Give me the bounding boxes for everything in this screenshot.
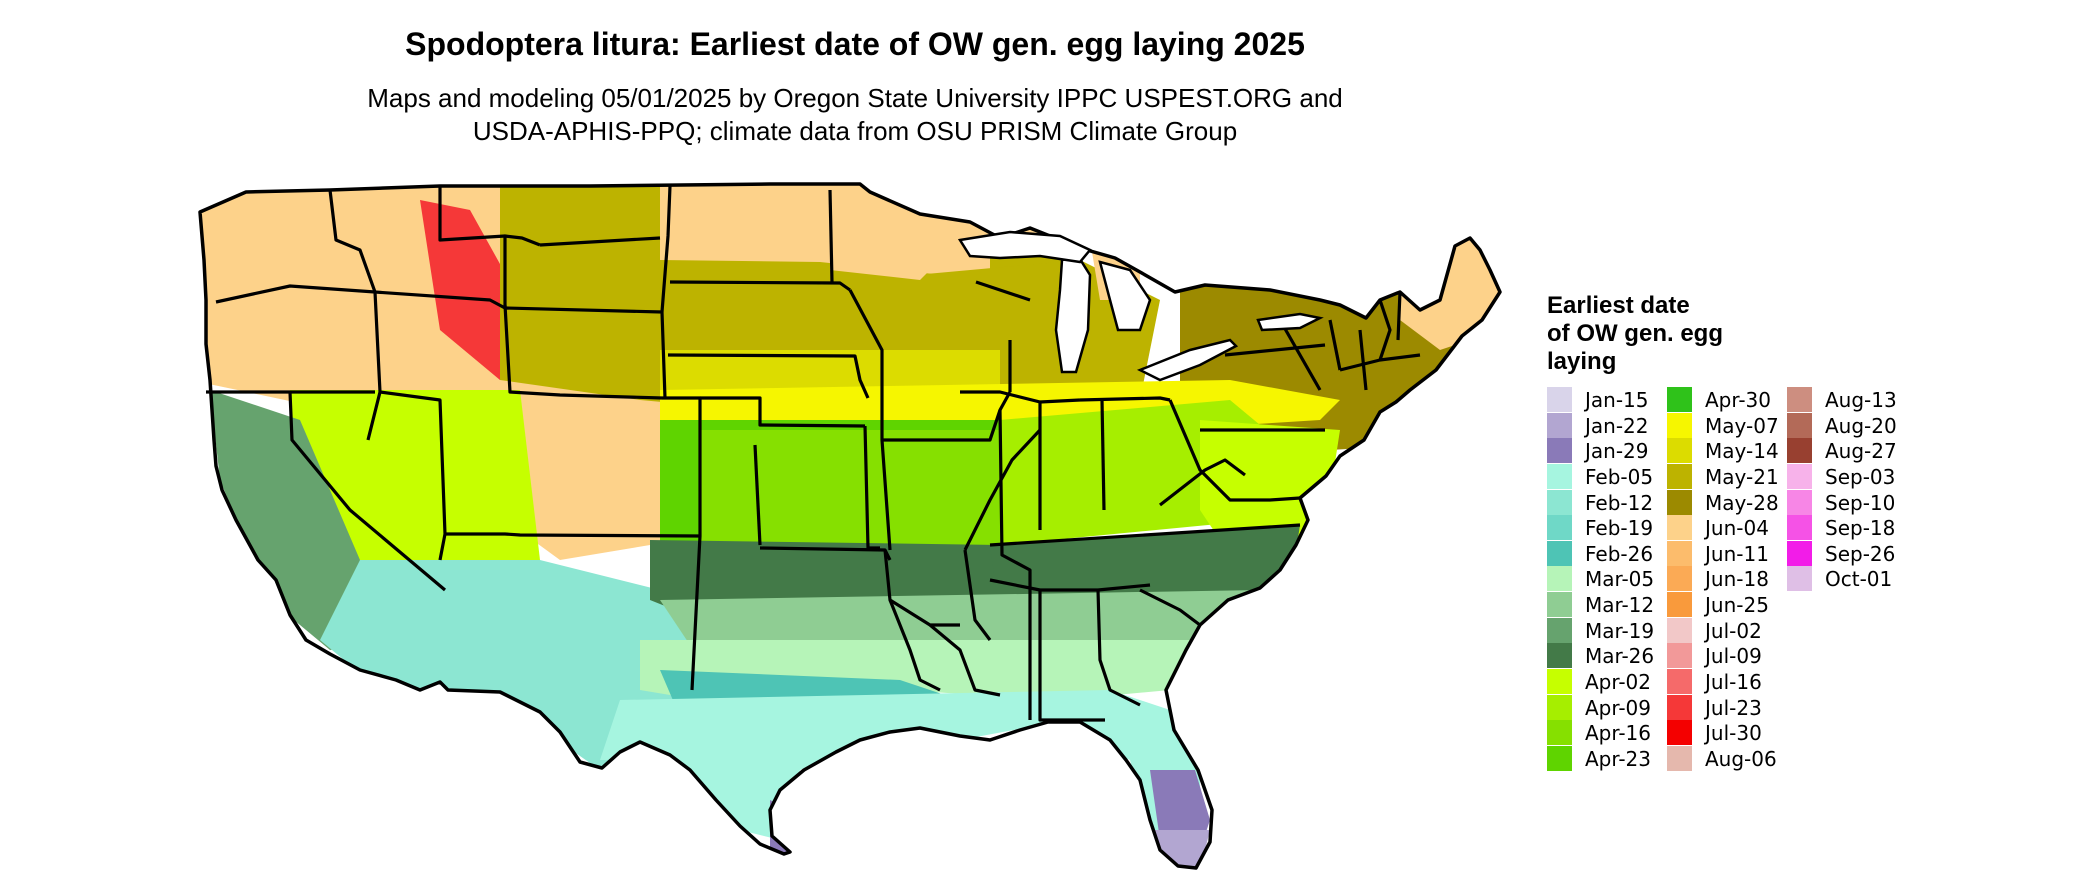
legend-label: Oct-01 xyxy=(1825,567,1893,592)
legend-swatch xyxy=(1547,617,1572,643)
map-region-maine-new-hampshire xyxy=(1400,220,1500,350)
legend-swatch xyxy=(1667,694,1692,720)
legend-label: May-07 xyxy=(1705,413,1779,438)
legend-label: Mar-12 xyxy=(1585,593,1655,618)
great-lakes xyxy=(957,230,1324,382)
legend-label: Feb-26 xyxy=(1585,541,1654,566)
legend-label: May-21 xyxy=(1705,464,1779,489)
legend-swatch xyxy=(1547,540,1572,566)
legend-swatch xyxy=(1667,489,1692,515)
legend-swatch xyxy=(1787,540,1812,566)
legend-label: Apr-09 xyxy=(1585,695,1651,720)
legend-label: Apr-30 xyxy=(1705,388,1771,412)
legend-swatch xyxy=(1667,463,1692,489)
legend-swatch xyxy=(1667,643,1692,669)
legend-label: Jun-18 xyxy=(1705,567,1769,592)
legend-label: Sep-10 xyxy=(1825,490,1896,515)
legend-label: Aug-20 xyxy=(1825,413,1897,438)
legend-swatch xyxy=(1547,592,1572,618)
lake-huron xyxy=(1098,260,1152,332)
legend-label: Mar-05 xyxy=(1585,567,1655,592)
legend-label: Mar-19 xyxy=(1585,618,1655,643)
legend-label: Jul-16 xyxy=(1705,670,1762,695)
legend-swatch xyxy=(1787,387,1812,412)
legend-swatch xyxy=(1547,489,1572,515)
legend-swatch xyxy=(1787,438,1812,464)
map-title: Spodoptera litura: Earliest date of OW g… xyxy=(405,26,1305,62)
legend-label: Apr-23 xyxy=(1585,746,1651,771)
legend-swatch xyxy=(1787,412,1812,438)
legend-swatch xyxy=(1667,515,1692,541)
legend-swatch xyxy=(1547,745,1572,771)
legend-title: Earliest date of OW gen. egg laying xyxy=(1547,292,1723,376)
legend-swatch xyxy=(1787,566,1812,592)
legend-label: May-28 xyxy=(1705,490,1779,515)
legend-swatch xyxy=(1547,566,1572,592)
legend-swatch xyxy=(1547,438,1572,464)
legend-swatch xyxy=(1787,515,1812,541)
legend-label: Sep-26 xyxy=(1825,541,1896,566)
legend-label: Jul-23 xyxy=(1705,695,1762,720)
us-outline xyxy=(198,182,1502,870)
legend-swatch xyxy=(1667,540,1692,566)
legend-label: Aug-13 xyxy=(1825,388,1897,412)
legend-label: Jun-25 xyxy=(1705,593,1769,618)
map-region-southwest-desert xyxy=(320,560,700,770)
legend-swatch xyxy=(1667,387,1692,412)
legend-swatch xyxy=(1667,745,1692,771)
legend-swatch xyxy=(1547,720,1572,746)
state-boundaries xyxy=(206,185,1421,722)
legend-swatch xyxy=(1547,694,1572,720)
legend-label: Feb-05 xyxy=(1585,464,1654,489)
legend-label: Jan-29 xyxy=(1585,439,1649,464)
map-region-kansas-missouri xyxy=(700,430,1000,545)
legend-label: Apr-16 xyxy=(1585,721,1651,746)
lake-ontario xyxy=(1256,312,1324,332)
legend-label: Mar-26 xyxy=(1585,644,1655,669)
legend-swatch xyxy=(1547,515,1572,541)
map-region-gulf-coast xyxy=(600,690,1200,868)
legend-label: Feb-19 xyxy=(1585,516,1654,541)
legend-label: Apr-02 xyxy=(1585,670,1651,695)
legend-label: Jul-02 xyxy=(1705,618,1762,643)
lake-michigan xyxy=(1054,254,1092,374)
legend-swatch xyxy=(1547,412,1572,438)
legend-label: Feb-12 xyxy=(1585,490,1654,515)
legend-label: Jun-11 xyxy=(1705,541,1769,566)
legend-swatch xyxy=(1667,438,1692,464)
lake-superior xyxy=(957,230,1092,264)
legend-title-line-1: Earliest date xyxy=(1547,292,1690,319)
legend-title-line-3: laying xyxy=(1547,348,1617,375)
legend-swatch xyxy=(1787,489,1812,515)
legend-swatch xyxy=(1547,463,1572,489)
legend-swatch xyxy=(1667,617,1692,643)
legend-label: Jun-04 xyxy=(1705,516,1769,541)
legend-label: Aug-27 xyxy=(1825,439,1897,464)
legend-swatch xyxy=(1787,463,1812,489)
legend-label: Jul-09 xyxy=(1705,644,1762,669)
legend-label: Jan-15 xyxy=(1585,388,1649,412)
legend-title-line-2: of OW gen. egg xyxy=(1547,320,1723,347)
legend-label: May-14 xyxy=(1705,439,1779,464)
legend-swatch xyxy=(1667,412,1692,438)
legend-label: Sep-03 xyxy=(1825,464,1896,489)
subtitle-line-2: USDA-APHIS-PPQ; climate data from OSU PR… xyxy=(472,116,1238,146)
legend-swatch xyxy=(1667,592,1692,618)
legend-label: Sep-18 xyxy=(1825,516,1896,541)
subtitle-line-1: Maps and modeling 05/01/2025 by Oregon S… xyxy=(367,83,1343,113)
legend-label: Jan-22 xyxy=(1585,413,1649,438)
legend-swatch xyxy=(1667,669,1692,695)
legend-swatch xyxy=(1667,566,1692,592)
legend-swatch xyxy=(1547,643,1572,669)
legend-label: Jul-30 xyxy=(1705,721,1762,746)
legend-swatch xyxy=(1547,669,1572,695)
legend-label: Aug-06 xyxy=(1705,746,1777,771)
legend-swatch xyxy=(1667,720,1692,746)
lake-erie xyxy=(1136,338,1239,382)
legend-swatch xyxy=(1547,387,1572,412)
map-subtitle: Maps and modeling 05/01/2025 by Oregon S… xyxy=(0,82,1710,148)
